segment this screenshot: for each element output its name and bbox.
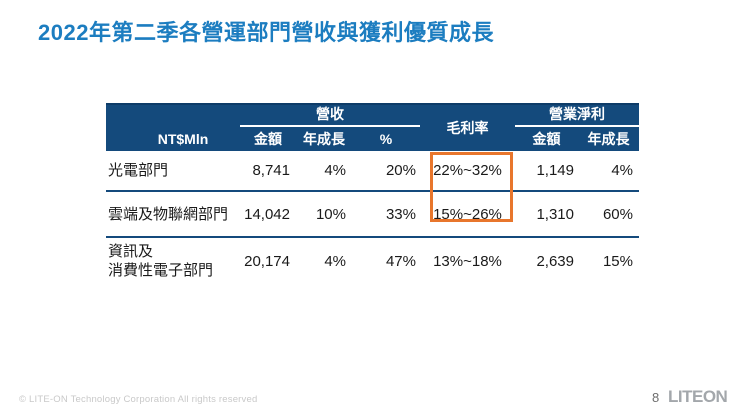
op-amount: 1,149	[536, 162, 574, 179]
table-row: 光電部門 8,741 4% 20% 22%~32% 1,149 4%	[106, 151, 639, 190]
liteon-logo: LITEON	[668, 387, 728, 406]
op-amount: 1,310	[536, 205, 574, 223]
revenue-yoy: 4%	[324, 252, 346, 270]
revenue-amount: 14,042	[244, 205, 290, 223]
revenue-share: 20%	[385, 162, 416, 179]
op-yoy: 4%	[611, 162, 633, 179]
table-header: NT$Mln 營收 毛利率 營業淨利 金額 年成長 % 金額 年成長	[106, 103, 639, 151]
revenue-share: 47%	[385, 252, 416, 270]
revenue-yoy: 4%	[324, 162, 346, 179]
op-yoy: 15%	[602, 252, 633, 270]
segment-label: 光電部門	[108, 162, 169, 179]
revenue-share-header: %	[379, 131, 393, 147]
revenue-amount-header: 金額	[254, 131, 282, 147]
revenue-group-header: 營收	[240, 104, 420, 127]
op-amount-header: 金額	[532, 131, 561, 147]
gross-margin-value: 13%~18%	[433, 252, 502, 270]
revenue-yoy: 10%	[315, 205, 346, 223]
operating-profit-group-header: 營業淨利	[515, 104, 639, 127]
table-row: 雲端及物聯網部門 14,042 10% 33% 15%~26% 1,310 60…	[106, 190, 639, 236]
op-yoy-header: 年成長	[587, 131, 630, 147]
page-title: 2022年第二季各營運部門營收與獲利優質成長	[38, 20, 494, 45]
copyright-text: © LITE-ON Technology Corporation All rig…	[19, 394, 258, 405]
segment-label: 雲端及物聯網部門	[108, 205, 229, 223]
revenue-yoy-header: 年成長	[303, 131, 345, 147]
gross-margin-value: 15%~26%	[433, 205, 502, 223]
op-yoy: 60%	[602, 205, 633, 223]
revenue-amount: 8,741	[252, 162, 290, 179]
page-number: 8	[652, 390, 660, 405]
gross-margin-value: 22%~32%	[433, 162, 502, 179]
op-amount: 2,639	[536, 252, 574, 270]
table-row: 資訊及 消費性電子部門 20,174 4% 47% 13%~18% 2,639 …	[106, 236, 639, 284]
segment-label: 資訊及 消費性電子部門	[108, 243, 214, 279]
unit-label: NT$Mln	[157, 131, 209, 147]
revenue-share: 33%	[385, 205, 416, 223]
gross-margin-header: 毛利率	[446, 120, 489, 136]
revenue-amount: 20,174	[244, 252, 290, 270]
segment-financial-table: NT$Mln 營收 毛利率 營業淨利 金額 年成長 % 金額 年成長 光電部門 …	[106, 103, 639, 284]
